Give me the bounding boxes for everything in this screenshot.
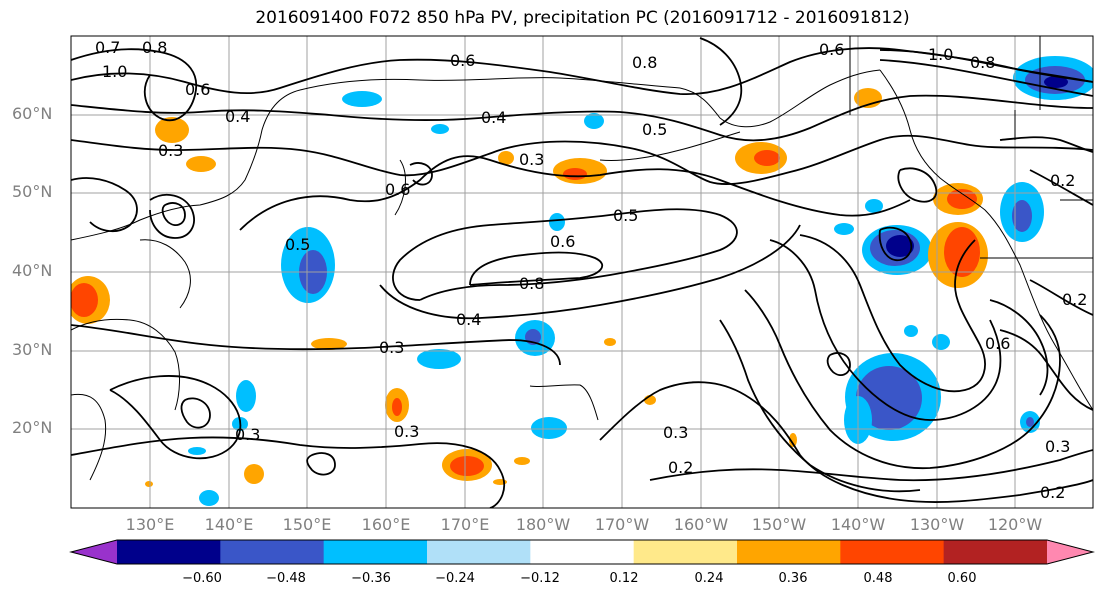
- contour-label: 0.8: [632, 53, 657, 72]
- precip-negative-patches: [188, 56, 1093, 506]
- contour-label: 0.3: [235, 425, 260, 444]
- lon-label: 130°W: [909, 515, 965, 534]
- colorbar-segment: [840, 540, 945, 564]
- lon-label: 160°W: [673, 515, 729, 534]
- colorbar-segment: [323, 540, 428, 564]
- lat-label: 60°N: [12, 104, 53, 123]
- lon-label: 140°W: [830, 515, 886, 534]
- lat-label: 20°N: [12, 418, 53, 437]
- contour-label: 0.3: [379, 338, 404, 357]
- lat-label: 50°N: [12, 182, 53, 201]
- contour-label: 0.6: [550, 232, 575, 251]
- coastlines: [71, 36, 1093, 481]
- contour-label: 0.5: [613, 206, 638, 225]
- pv-contours: [71, 37, 1093, 508]
- map-title: 2016091400 F072 850 hPa PV, precipitatio…: [255, 8, 910, 28]
- colorbar-segment: [530, 540, 635, 564]
- colorbar-segments: [71, 540, 1093, 564]
- lon-label: 180°W: [515, 515, 571, 534]
- lon-label: 170°E: [440, 515, 490, 534]
- colorbar-segment: [220, 540, 325, 564]
- contour-label: 0.5: [285, 235, 310, 254]
- contour-label: 0.6: [819, 40, 844, 59]
- contour-label: 0.3: [158, 141, 183, 160]
- contour-label: 0.8: [970, 53, 995, 72]
- colorbar-tick: −0.60: [182, 571, 222, 586]
- colorbar-tick: 0.60: [947, 571, 977, 586]
- colorbar-tick: −0.12: [520, 571, 560, 586]
- lon-label: 150°W: [751, 515, 807, 534]
- colorbar-tick: −0.36: [351, 571, 391, 586]
- colorbar-segment: [427, 540, 531, 564]
- colorbar-tick: 0.24: [694, 571, 724, 586]
- lat-label: 40°N: [12, 261, 53, 280]
- contour-label: 0.3: [1045, 437, 1070, 456]
- contour-label: 1.0: [102, 62, 127, 81]
- colorbar-extend-high: [1047, 540, 1093, 564]
- colorbar-extend-low: [71, 540, 117, 564]
- colorbar-segment: [737, 540, 841, 564]
- colorbar-tick: −0.48: [266, 571, 306, 586]
- lat-label: 30°N: [12, 340, 53, 359]
- colorbar-tick: 0.12: [609, 571, 639, 586]
- contour-label: 0.2: [1050, 171, 1075, 190]
- contour-label: 0.2: [1062, 290, 1087, 309]
- colorbar-segment: [117, 540, 221, 564]
- colorbar-segment: [943, 540, 1048, 564]
- precip-positive-patches: [71, 88, 988, 487]
- colorbar-tick: 0.36: [778, 571, 808, 586]
- contour-label: 0.2: [668, 458, 693, 477]
- contour-label: 0.8: [142, 38, 167, 57]
- contour-label: 0.8: [519, 274, 544, 293]
- graticule: [71, 36, 1093, 508]
- contour-label: 0.4: [225, 107, 250, 126]
- contour-label: 0.6: [985, 334, 1010, 353]
- lon-label: 120°W: [987, 515, 1043, 534]
- contour-label: 1.0: [928, 45, 953, 64]
- contour-labels: 0.7 0.8 1.0 0.6 0.4 0.3 0.4 0.6 0.8 0.5 …: [95, 38, 1087, 502]
- contour-label: 0.4: [481, 108, 506, 127]
- colorbar-segment: [633, 540, 738, 564]
- contour-label: 0.5: [642, 120, 667, 139]
- lon-label: 170°W: [594, 515, 650, 534]
- contour-label: 0.3: [519, 150, 544, 169]
- contour-label: 0.6: [450, 51, 475, 70]
- lon-label: 150°E: [282, 515, 332, 534]
- lon-label: 130°E: [125, 515, 175, 534]
- contour-label: 0.7: [95, 38, 120, 57]
- lon-label: 160°E: [361, 515, 411, 534]
- contour-label: 0.6: [385, 180, 410, 199]
- colorbar-tick: 0.48: [863, 571, 893, 586]
- contour-label: 0.2: [1040, 483, 1065, 502]
- map-frame: [70, 35, 1094, 509]
- contour-label: 0.3: [663, 423, 688, 442]
- contour-label: 0.3: [394, 422, 419, 441]
- contour-label: 0.6: [185, 80, 210, 99]
- colorbar-tick: −0.24: [435, 571, 475, 586]
- contour-label: 0.4: [456, 310, 481, 329]
- colorbar-outline: [69, 539, 1095, 565]
- lon-label: 140°E: [204, 515, 254, 534]
